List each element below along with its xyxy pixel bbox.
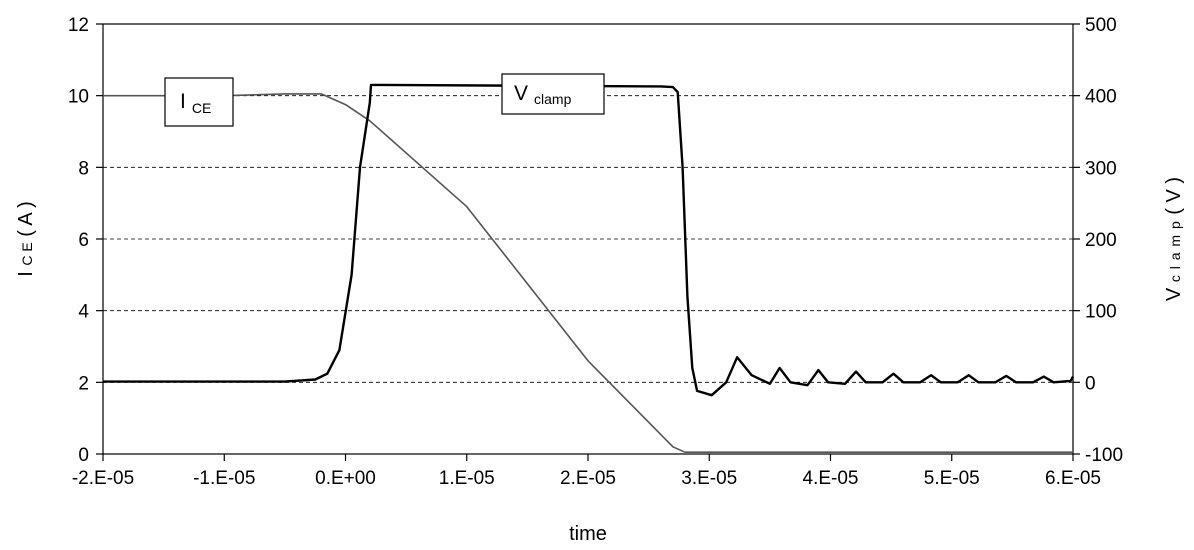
y-right-title-sub: c l a m p — [1167, 220, 1183, 282]
y-left-title-unit: ( A ) — [15, 201, 37, 237]
x-tick-label: 2.E-05 — [560, 468, 616, 489]
y-left-tick-label: 4 — [78, 302, 89, 323]
y-right-axis: -100 0 100 200 300 400 500 — [1073, 15, 1123, 466]
y-right-title-main: V — [1163, 287, 1185, 301]
x-tick-label: 0.E+00 — [315, 468, 376, 489]
annotation-ice-label: I CE — [180, 90, 211, 116]
annotation-vclamp-box — [501, 73, 605, 115]
y-right-tick-label: 0 — [1085, 373, 1096, 394]
series-group — [103, 83, 1075, 454]
x-tick-label: -2.E-05 — [72, 468, 134, 489]
y-left-tick-label: 12 — [68, 15, 89, 36]
x-tick-label: 1.E-05 — [439, 468, 495, 489]
y-right-tick-label: 100 — [1085, 302, 1117, 323]
x-tick-label: -1.E-05 — [193, 468, 255, 489]
y-right-tick-label: 500 — [1085, 15, 1117, 36]
annotation-ice-box — [164, 77, 234, 127]
y-left-axis-title: I C E ( A ) — [15, 201, 37, 277]
y-right-axis-title: V c l a m p ( V ) — [1163, 177, 1185, 301]
annotation-ice-main: I — [180, 90, 186, 113]
x-axis: -2.E-05 -1.E-05 0.E+00 1.E-05 2.E-05 3.E-05 4.… — [72, 454, 1101, 489]
y-left-tick-label: 0 — [78, 445, 89, 466]
series-line-vclamp — [103, 83, 1075, 397]
y-right-tick-label: 300 — [1085, 158, 1117, 179]
y-left-tick-label: 2 — [78, 373, 89, 394]
y-left-tick-label: 8 — [78, 158, 89, 179]
y-left-title-sub: C E — [19, 242, 35, 265]
y-left-title-main: I — [15, 271, 37, 277]
annotation-vclamp-sub: clamp — [534, 91, 572, 107]
y-left-axis: 0 2 4 6 8 10 12 — [68, 15, 103, 466]
y-right-tick-label: -100 — [1085, 445, 1123, 466]
x-tick-label: 6.E-05 — [1045, 468, 1101, 489]
series-line-ice — [103, 93, 1073, 454]
y-right-tick-label: 200 — [1085, 230, 1117, 251]
y-right-title-unit: ( V ) — [1163, 177, 1185, 215]
y-left-tick-label: 6 — [78, 230, 89, 251]
x-axis-title: time — [569, 523, 607, 545]
x-tick-label: 4.E-05 — [803, 468, 859, 489]
x-tick-label: 5.E-05 — [924, 468, 980, 489]
annotation-ice-sub: CE — [192, 100, 211, 116]
annotation-vclamp-main: V — [514, 82, 528, 105]
x-tick-label: 3.E-05 — [681, 468, 737, 489]
annotation-ice: I CE — [164, 77, 234, 127]
y-left-tick-label: 10 — [68, 87, 89, 108]
y-right-tick-label: 400 — [1085, 87, 1117, 108]
